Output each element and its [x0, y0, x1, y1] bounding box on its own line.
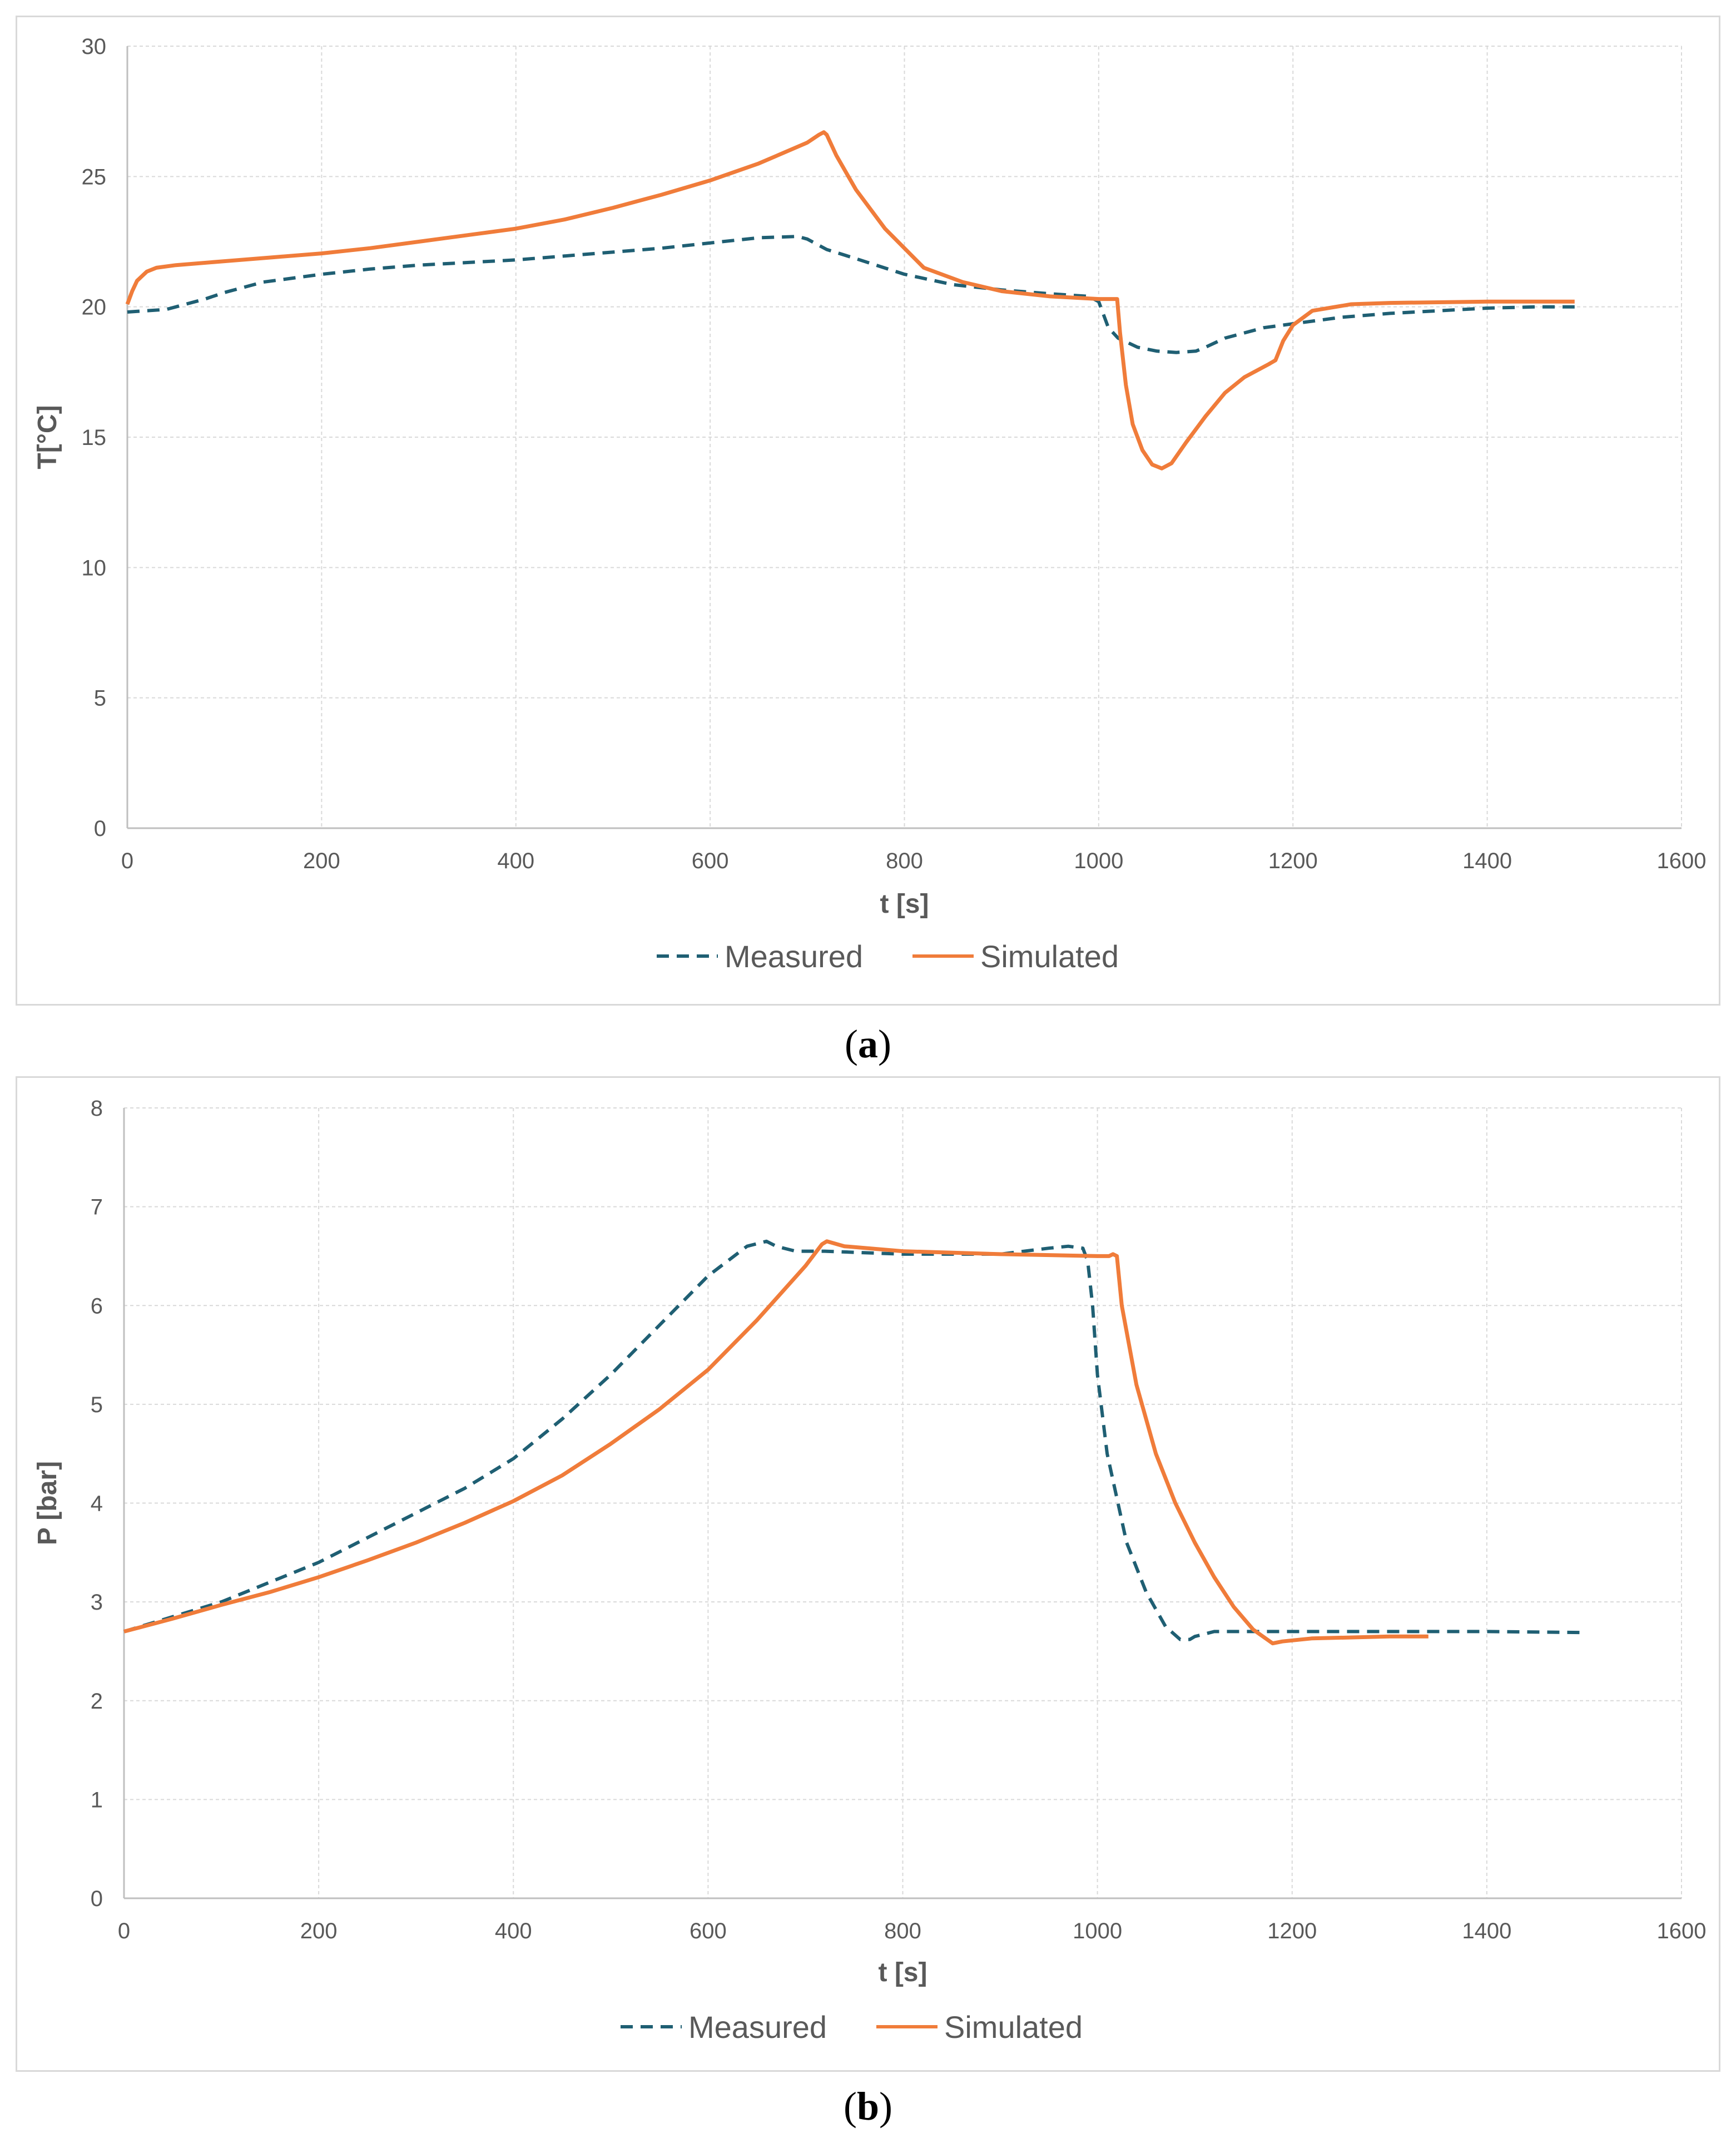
x-tick-label: 1200 — [1268, 849, 1318, 873]
y-tick-label: 8 — [91, 1096, 103, 1121]
series-line-measured — [123, 1239, 1584, 1641]
chart-panel-b: 0 200 400 600 800 1000 1200 1400 1600 0 1 2 3 4 5 6 7 8 t … — [16, 1076, 1720, 2072]
caption-a-label: a — [858, 1022, 878, 1066]
y-tick-label: 3 — [91, 1590, 103, 1615]
x-tick-label: 0 — [121, 849, 133, 873]
x-tick-label: 1000 — [1073, 1919, 1122, 1943]
chart-panel-a: 0 200 400 600 800 1000 1200 1400 1600 0 5 10 15 20 25 3… — [16, 16, 1720, 1006]
x-tick-label: 200 — [303, 849, 340, 873]
legend-label-simulated: Simulated — [944, 2010, 1083, 2045]
x-tick-label: 400 — [497, 849, 534, 873]
legend-label-simulated: Simulated — [980, 939, 1119, 974]
x-tick-label: 600 — [690, 1919, 727, 1943]
x-tick-label: 1600 — [1657, 1919, 1707, 1943]
y-tick-label: 4 — [91, 1492, 103, 1516]
y-tick-label: 10 — [82, 556, 107, 580]
y-tick-label: 2 — [91, 1689, 103, 1714]
x-tick-label: 800 — [884, 1919, 921, 1943]
x-tick-label: 600 — [692, 849, 729, 873]
x-axis-title: t [s] — [879, 1958, 927, 1987]
x-tick-label: 1600 — [1657, 849, 1707, 873]
legend-label-measured: Measured — [725, 939, 863, 974]
chart-a-svg: 0 200 400 600 800 1000 1200 1400 1600 0 5 10 15 20 25 3… — [33, 34, 1707, 974]
x-tick-label: 200 — [300, 1919, 338, 1943]
y-tick-label: 5 — [91, 1393, 103, 1417]
caption-b-label: b — [856, 2084, 880, 2129]
x-tick-label: 1000 — [1074, 849, 1123, 873]
y-axis-title: T[°C] — [33, 405, 62, 469]
series-line-simulated — [123, 1239, 1429, 1646]
x-tick-label: 0 — [118, 1919, 130, 1943]
series-line-simulated — [125, 130, 1575, 471]
y-tick-label: 25 — [82, 165, 107, 189]
y-tick-label: 5 — [94, 686, 106, 711]
y-tick-label: 30 — [82, 34, 107, 59]
legend-label-measured: Measured — [688, 2010, 827, 2045]
y-tick-label: 1 — [91, 1788, 103, 1812]
y-tick-label: 0 — [91, 1887, 103, 1911]
caption-b: (b) — [843, 2084, 892, 2129]
y-tick-label: 15 — [82, 425, 107, 450]
y-tick-label: 20 — [82, 295, 107, 320]
x-tick-label: 400 — [495, 1919, 532, 1943]
x-tick-label: 1400 — [1462, 1919, 1511, 1943]
x-tick-label: 1400 — [1462, 849, 1512, 873]
x-tick-label: 800 — [886, 849, 923, 873]
caption-a: (a) — [845, 1022, 891, 1066]
y-tick-label: 6 — [91, 1294, 103, 1318]
y-tick-label: 7 — [91, 1195, 103, 1220]
y-axis-title: P [bar] — [33, 1461, 62, 1545]
x-axis-title: t [s] — [880, 889, 929, 919]
y-tick-label: 0 — [94, 816, 106, 841]
series-line-measured — [127, 235, 1575, 354]
chart-b-svg: 0 200 400 600 800 1000 1200 1400 1600 0 1 2 3 4 5 6 7 8 t … — [33, 1096, 1707, 2045]
x-tick-label: 1200 — [1267, 1919, 1317, 1943]
